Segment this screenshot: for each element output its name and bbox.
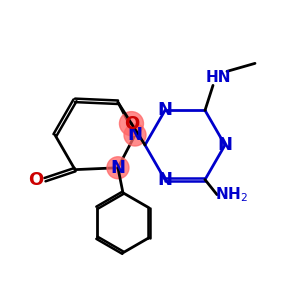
Text: N: N <box>158 171 172 189</box>
Text: N: N <box>128 126 142 144</box>
Text: O: O <box>28 171 44 189</box>
Text: N: N <box>110 159 125 177</box>
Circle shape <box>124 124 146 146</box>
Text: NH$_2$: NH$_2$ <box>214 185 248 204</box>
Text: O: O <box>124 115 139 133</box>
Text: N: N <box>158 101 172 119</box>
Circle shape <box>119 112 143 136</box>
Text: N: N <box>218 136 232 154</box>
Text: HN: HN <box>205 70 231 85</box>
Circle shape <box>107 157 129 179</box>
